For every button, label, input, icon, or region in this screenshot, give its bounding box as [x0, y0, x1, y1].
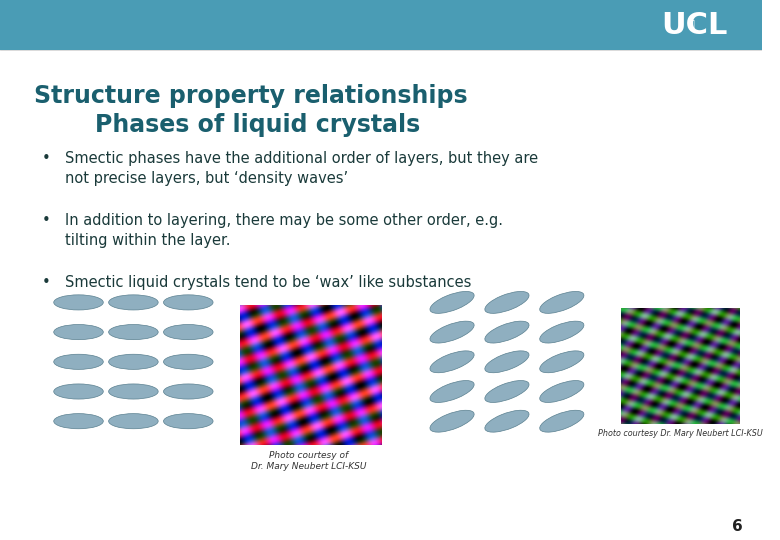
Ellipse shape [485, 351, 529, 373]
Ellipse shape [540, 351, 584, 373]
Ellipse shape [485, 321, 529, 343]
Ellipse shape [430, 292, 474, 313]
Ellipse shape [485, 381, 529, 402]
Text: ⛪: ⛪ [689, 18, 694, 28]
Ellipse shape [540, 381, 584, 402]
Ellipse shape [164, 414, 213, 429]
Text: Photo courtesy of
Dr. Mary Neubert LCI-KSU: Photo courtesy of Dr. Mary Neubert LCI-K… [251, 451, 367, 471]
Ellipse shape [540, 321, 584, 343]
Ellipse shape [54, 325, 103, 340]
Ellipse shape [540, 292, 584, 313]
Ellipse shape [540, 410, 584, 432]
Ellipse shape [54, 414, 103, 429]
Ellipse shape [54, 295, 103, 310]
Text: UCL: UCL [661, 11, 728, 39]
Text: Structure property relationships: Structure property relationships [34, 84, 468, 107]
Text: In addition to layering, there may be some other order, e.g.
tilting within the : In addition to layering, there may be so… [65, 213, 503, 248]
Text: •: • [42, 213, 51, 228]
Text: Smectic liquid crystals tend to be ‘wax’ like substances: Smectic liquid crystals tend to be ‘wax’… [65, 275, 471, 291]
Ellipse shape [485, 410, 529, 432]
Text: Photo courtesy Dr. Mary Neubert LCI-KSU: Photo courtesy Dr. Mary Neubert LCI-KSU [598, 429, 763, 438]
Text: Smectic phases have the additional order of layers, but they are
not precise lay: Smectic phases have the additional order… [65, 151, 538, 186]
Ellipse shape [108, 384, 158, 399]
Text: 6: 6 [732, 518, 743, 534]
Ellipse shape [164, 354, 213, 369]
Ellipse shape [164, 384, 213, 399]
Ellipse shape [108, 325, 158, 340]
Ellipse shape [54, 384, 103, 399]
Ellipse shape [164, 295, 213, 310]
Text: Phases of liquid crystals: Phases of liquid crystals [95, 113, 420, 137]
Ellipse shape [485, 292, 529, 313]
Ellipse shape [108, 414, 158, 429]
Ellipse shape [164, 325, 213, 340]
Ellipse shape [54, 354, 103, 369]
Ellipse shape [430, 381, 474, 402]
Ellipse shape [108, 354, 158, 369]
Ellipse shape [430, 351, 474, 373]
Ellipse shape [108, 295, 158, 310]
FancyBboxPatch shape [0, 0, 762, 50]
Ellipse shape [430, 321, 474, 343]
Ellipse shape [430, 410, 474, 432]
Text: •: • [42, 275, 51, 291]
Text: •: • [42, 151, 51, 166]
